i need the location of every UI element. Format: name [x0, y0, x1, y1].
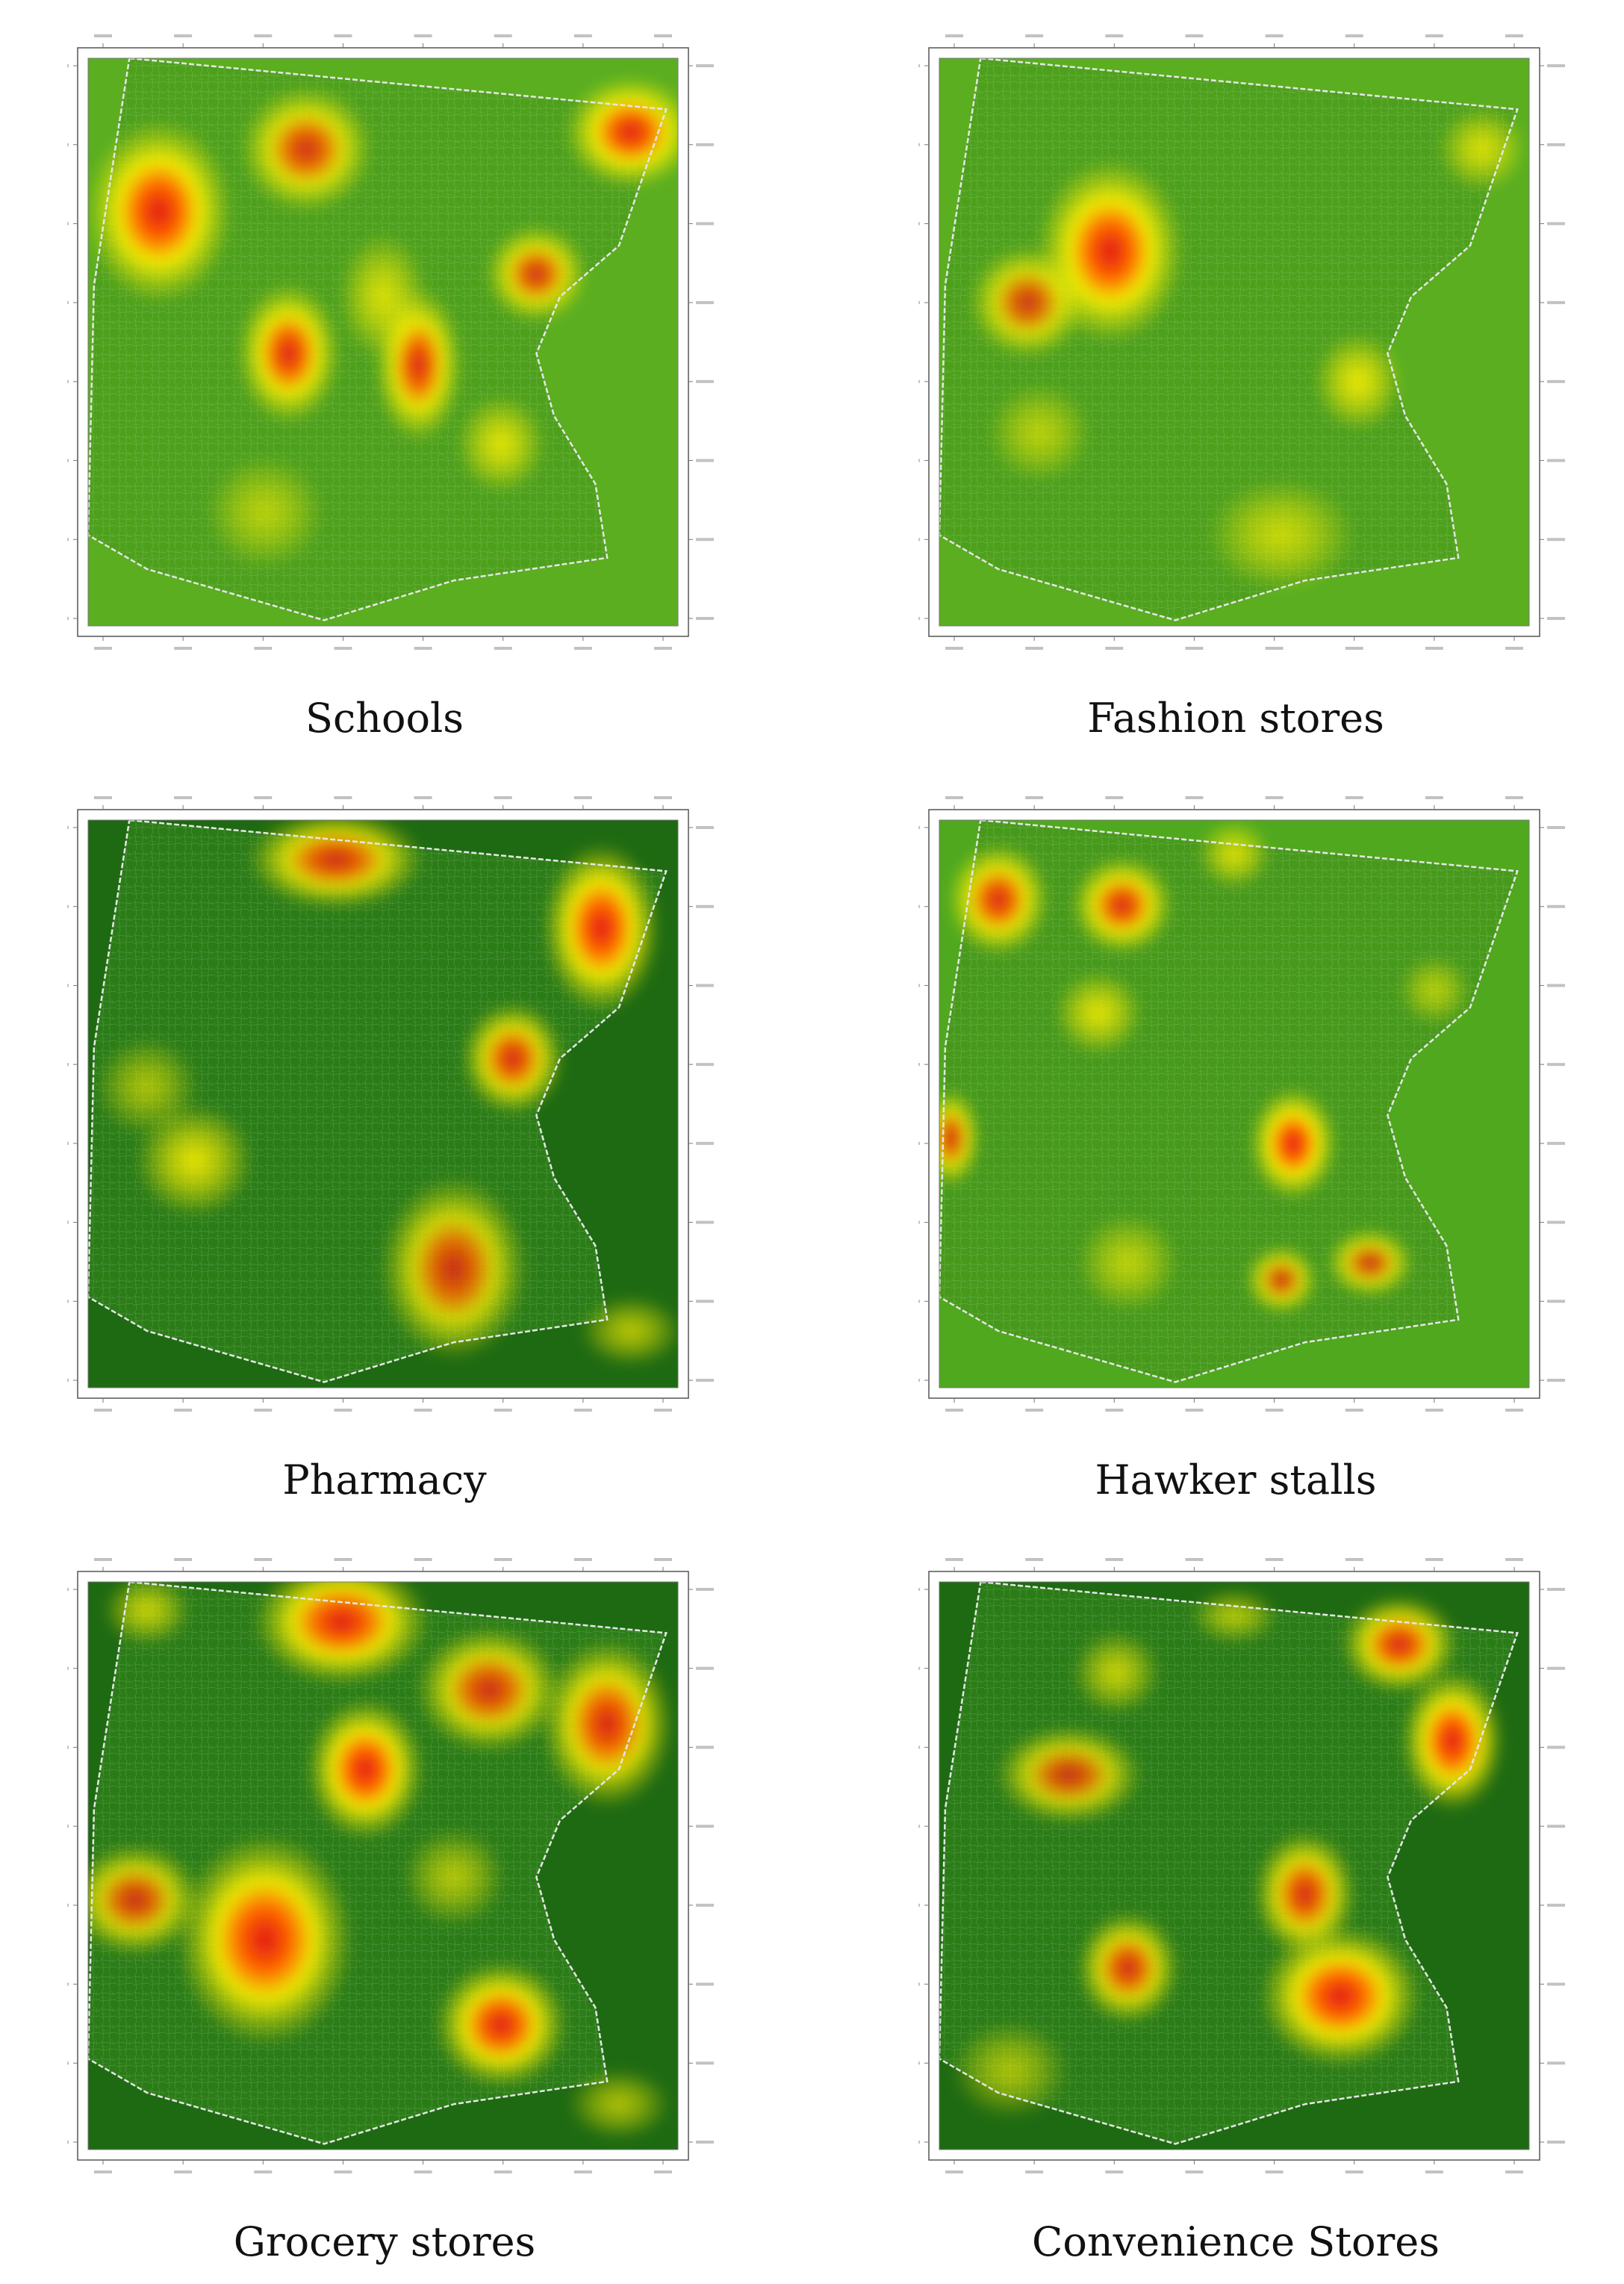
hotspot-layer — [88, 75, 678, 569]
caption-fashion-stores: Fashion stores — [1087, 695, 1384, 742]
hotspot — [951, 2020, 1069, 2120]
hotspot — [1437, 106, 1527, 192]
study-area-boundary — [88, 820, 668, 1383]
hotspot — [247, 820, 425, 910]
study-area-boundary — [939, 58, 1519, 621]
graticule-ticks — [67, 1558, 714, 2173]
hotspot — [1259, 1925, 1422, 2067]
map-panel-hawker-stalls — [918, 784, 1590, 1434]
hotspot — [1325, 1227, 1414, 1299]
hotspot — [461, 1002, 564, 1116]
map-panel-convenience-stores — [918, 1546, 1590, 2196]
hotspot — [1398, 955, 1472, 1026]
caption-convenience-stores: Convenience Stores — [1032, 2218, 1440, 2265]
hotspot — [541, 1639, 674, 1809]
hotspot — [1189, 1587, 1279, 1645]
hotspot — [402, 1827, 505, 1927]
caption-schools: Schools — [305, 695, 464, 742]
graticule-ticks — [67, 34, 714, 650]
map-panel-grocery-stores — [67, 1546, 739, 2196]
hotspot — [564, 75, 678, 189]
hotspot-layer — [88, 1582, 674, 2140]
hotspot — [1248, 1087, 1338, 1201]
hotspot — [567, 2068, 671, 2140]
study-area-boundary — [939, 1582, 1519, 2145]
hotspot — [88, 1843, 202, 1957]
hotspot — [88, 119, 233, 304]
hotspot — [176, 1833, 354, 2046]
map-inner-frame — [87, 819, 679, 1388]
hotspot — [102, 1582, 192, 1646]
heatmap-map — [918, 796, 1565, 1412]
hotspot — [1313, 332, 1403, 432]
hotspot — [415, 1625, 563, 1754]
map-inner-frame — [939, 819, 1530, 1388]
hotspot — [1071, 1630, 1161, 1716]
hotspot — [95, 1037, 199, 1137]
graticule-ticks — [918, 1558, 1565, 2173]
hotspot — [435, 1961, 567, 2089]
hotspot — [988, 383, 1092, 483]
hotspot — [995, 1725, 1143, 1825]
hotspot — [380, 1176, 528, 1361]
hotspot — [1076, 1213, 1180, 1313]
hotspot — [253, 1582, 431, 1686]
map-panel-fashion-stores — [918, 22, 1590, 672]
map-panel-pharmacy — [67, 784, 739, 1434]
hotspot — [485, 224, 588, 324]
map-inner-frame — [87, 1581, 679, 2150]
heatmap-map — [67, 1558, 714, 2173]
heatmap-map — [918, 1558, 1565, 2173]
study-area-boundary — [88, 58, 668, 621]
hotspot — [1401, 1669, 1505, 1812]
graticule-ticks — [918, 796, 1565, 1412]
hotspot — [968, 245, 1087, 359]
hotspot — [206, 456, 324, 569]
caption-pharmacy: Pharmacy — [282, 1456, 487, 1503]
heatmap-map — [918, 34, 1565, 650]
map-inner-frame — [939, 1581, 1530, 2150]
hotspot — [1244, 1244, 1319, 1316]
hotspot — [1070, 855, 1175, 955]
hotspot — [237, 282, 340, 425]
hotspot — [456, 394, 546, 494]
graticule-ticks — [67, 796, 714, 1412]
map-inner-frame — [939, 58, 1530, 627]
hotspot-layer — [968, 106, 1527, 592]
hotspot — [1076, 1911, 1180, 2025]
caption-grocery-stores: Grocery stores — [233, 2218, 536, 2265]
hotspot — [939, 1088, 981, 1188]
caption-hawker-stalls: Hawker stalls — [1095, 1456, 1377, 1503]
study-area-boundary — [88, 1582, 668, 2145]
hotspot — [1207, 478, 1355, 592]
hotspot — [338, 232, 428, 361]
graticule-ticks — [918, 34, 1565, 650]
hotspot — [1054, 970, 1143, 1056]
map-inner-frame — [87, 58, 679, 627]
heatmap-map — [67, 34, 714, 650]
hotspot-layer — [951, 1587, 1505, 2120]
map-panel-schools — [67, 22, 739, 672]
hotspot — [1197, 820, 1272, 890]
hotspot — [306, 1698, 425, 1840]
study-area-boundary — [939, 820, 1519, 1383]
hotspot-layer — [939, 820, 1472, 1316]
hotspot — [240, 85, 373, 214]
hotspot — [579, 1295, 678, 1367]
heatmap-map — [67, 796, 714, 1412]
